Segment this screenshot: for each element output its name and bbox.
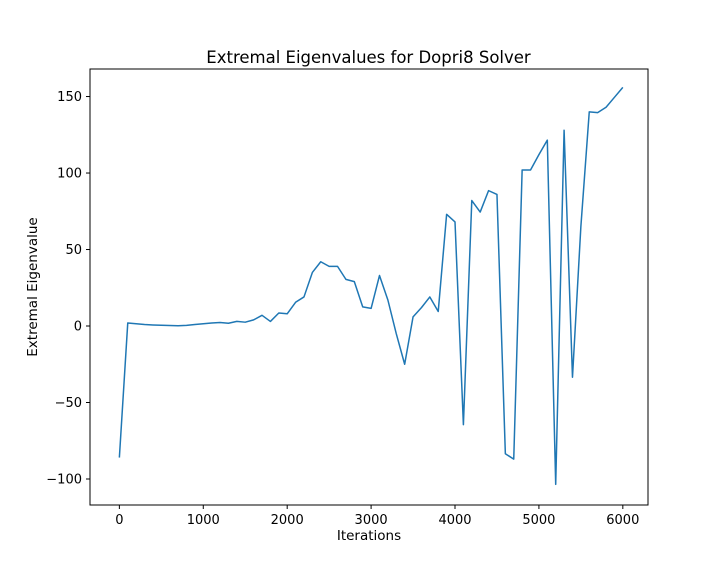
- x-axis-label: Iterations: [337, 528, 401, 544]
- y-tick-label: 100: [57, 167, 82, 182]
- y-axis-label: Extremal Eigenvalue: [25, 217, 41, 356]
- x-axis: 0 1000 2000 3000 4000 5000 6000: [115, 505, 639, 528]
- series-line-0: [118, 86, 624, 486]
- y-tick-label: −50: [55, 396, 82, 411]
- y-tick-label: −100: [46, 472, 82, 487]
- x-tick-label: 0: [115, 513, 123, 528]
- y-tick-label: 150: [57, 90, 82, 105]
- x-tick-label: 2000: [271, 513, 304, 528]
- x-tick-label: 4000: [438, 513, 471, 528]
- plot-area: [118, 86, 624, 486]
- y-tick-label: 50: [65, 243, 82, 258]
- chart-title: Extremal Eigenvalues for Dopri8 Solver: [206, 48, 531, 67]
- x-tick-label: 1000: [187, 513, 220, 528]
- x-tick-label: 3000: [355, 513, 388, 528]
- axes-frame: [89, 68, 649, 506]
- x-tick-label: 6000: [606, 513, 639, 528]
- x-tick-label: 5000: [522, 513, 555, 528]
- y-axis: −100 −50 0 50 100 150: [46, 90, 90, 487]
- y-tick-label: 0: [74, 320, 82, 335]
